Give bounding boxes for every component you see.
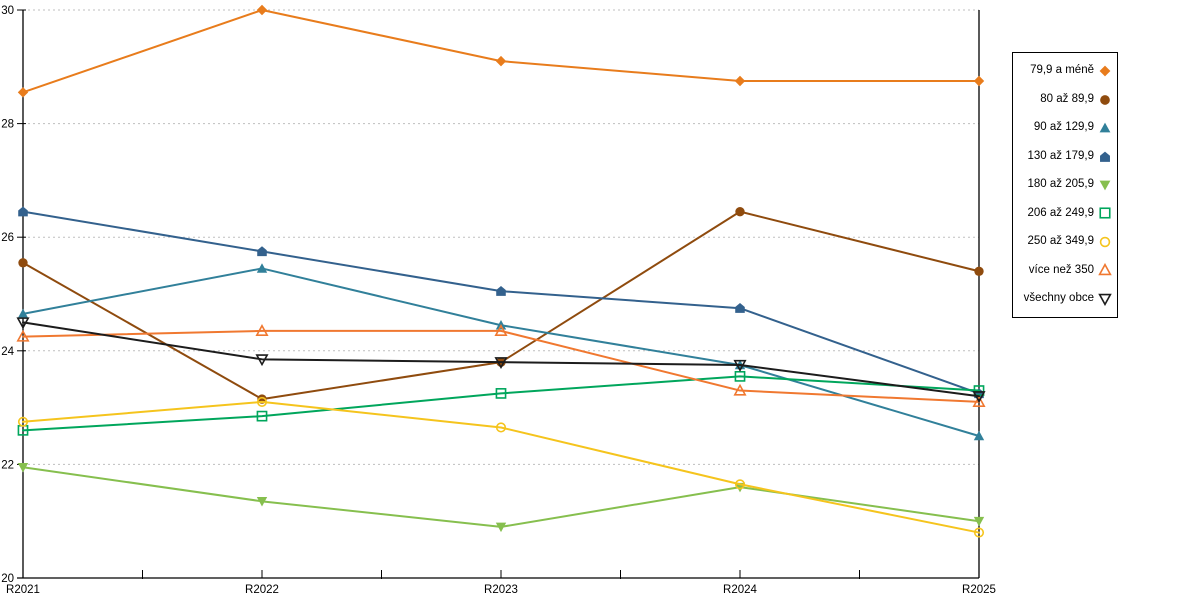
data-point [18, 206, 28, 217]
diamond-marker-icon [1099, 65, 1111, 77]
data-point [495, 55, 507, 67]
data-point [16, 329, 30, 342]
y-axis-label: 30 [1, 5, 14, 17]
y-axis-label: 28 [1, 119, 14, 131]
data-point [494, 357, 508, 370]
data-point [255, 354, 269, 367]
data-point [256, 410, 268, 422]
series-line-0 [22, 9, 980, 94]
data-point [496, 285, 506, 296]
data-point [255, 324, 269, 336]
data-point [17, 416, 29, 427]
data-point [495, 388, 507, 399]
legend-item: 206 až 249,9 [1015, 206, 1112, 220]
data-point [734, 75, 746, 87]
data-point [256, 4, 268, 16]
legend-label: více než 350 [1028, 263, 1094, 276]
legend-item: všechny obce [1015, 292, 1112, 306]
data-point [973, 430, 985, 441]
x-axis-label: R2022 [245, 584, 279, 596]
legend-label: 206 až 249,9 [1027, 206, 1094, 219]
square-legend-icon [1099, 207, 1111, 219]
y-axis-label: 22 [1, 459, 14, 471]
series-line-1 [22, 210, 980, 401]
x-axis-label: R2021 [6, 584, 40, 596]
data-point [18, 258, 28, 268]
legend-item: 130 až 179,9 [1015, 150, 1112, 164]
legend-item: 250 až 349,9 [1015, 235, 1112, 249]
triangle-down-marker-icon [1098, 293, 1112, 306]
data-point [734, 479, 746, 490]
legend-box: 79,9 a méně 80 až 89,9 90 až 129,9 130 až 1… [1012, 52, 1118, 318]
data-point [735, 206, 745, 217]
triangle-down-marker-icon [1099, 180, 1111, 191]
data-point [16, 317, 30, 330]
series-line-5 [22, 375, 980, 432]
circle-marker-icon [1099, 236, 1111, 248]
data-point [972, 391, 986, 404]
triangle-up-legend-icon [1098, 263, 1112, 276]
data-point [733, 359, 747, 372]
legend-item: 80 až 89,9 [1015, 93, 1112, 107]
triangle-down-legend-icon [1098, 293, 1112, 306]
series-line-6 [22, 400, 980, 534]
legend-label: 80 až 89,9 [1040, 92, 1094, 105]
diamond-legend-icon [1099, 65, 1111, 77]
data-point [974, 266, 984, 276]
y-axis-label: 20 [1, 573, 14, 585]
data-point [973, 516, 985, 527]
data-point [256, 263, 268, 273]
circle-legend-icon [1099, 236, 1111, 248]
data-point [495, 522, 507, 533]
data-point [972, 395, 986, 407]
data-point [973, 75, 985, 87]
legend-label: 90 až 129,9 [1033, 121, 1094, 134]
series-line-7 [22, 329, 980, 403]
data-point [495, 422, 507, 433]
triangle-up-marker-icon [1098, 263, 1112, 276]
data-point [257, 246, 267, 257]
data-point [973, 527, 985, 538]
data-point [17, 462, 29, 473]
circle-marker-icon [1100, 94, 1110, 105]
series-line-4 [22, 466, 980, 528]
triangle-down-legend-icon [1099, 180, 1111, 191]
data-point [735, 303, 745, 313]
legend-label: 79,9 a méně [1030, 64, 1094, 77]
circle-legend-icon [1100, 94, 1110, 105]
legend-item: 79,9 a méně [1015, 64, 1112, 78]
data-point [494, 324, 508, 336]
y-axis-label: 26 [1, 232, 14, 244]
x-axis-label: R2025 [962, 584, 996, 596]
series-line-8 [22, 321, 980, 398]
legend-item: více než 350 [1015, 263, 1112, 277]
legend-item: 180 až 205,9 [1015, 178, 1112, 192]
x-axis-label: R2024 [723, 584, 757, 596]
pentagon-marker-icon [1100, 151, 1110, 162]
legend-label: 250 až 349,9 [1027, 235, 1094, 248]
data-point [17, 308, 29, 319]
data-point [256, 396, 268, 407]
x-axis-label: R2023 [484, 584, 518, 596]
square-marker-icon [1099, 207, 1111, 219]
triangle-up-legend-icon [1099, 122, 1111, 133]
legend-label: 130 až 179,9 [1027, 149, 1094, 162]
pentagon-legend-icon [1100, 151, 1110, 162]
data-point [256, 497, 268, 507]
legend-label: všechny obce [1023, 291, 1094, 304]
legend-item: 90 až 129,9 [1015, 121, 1112, 135]
data-point [733, 383, 747, 396]
data-point [17, 87, 29, 98]
legend-label: 180 až 205,9 [1027, 178, 1094, 191]
triangle-up-marker-icon [1099, 122, 1111, 133]
y-axis-label: 24 [1, 346, 14, 358]
